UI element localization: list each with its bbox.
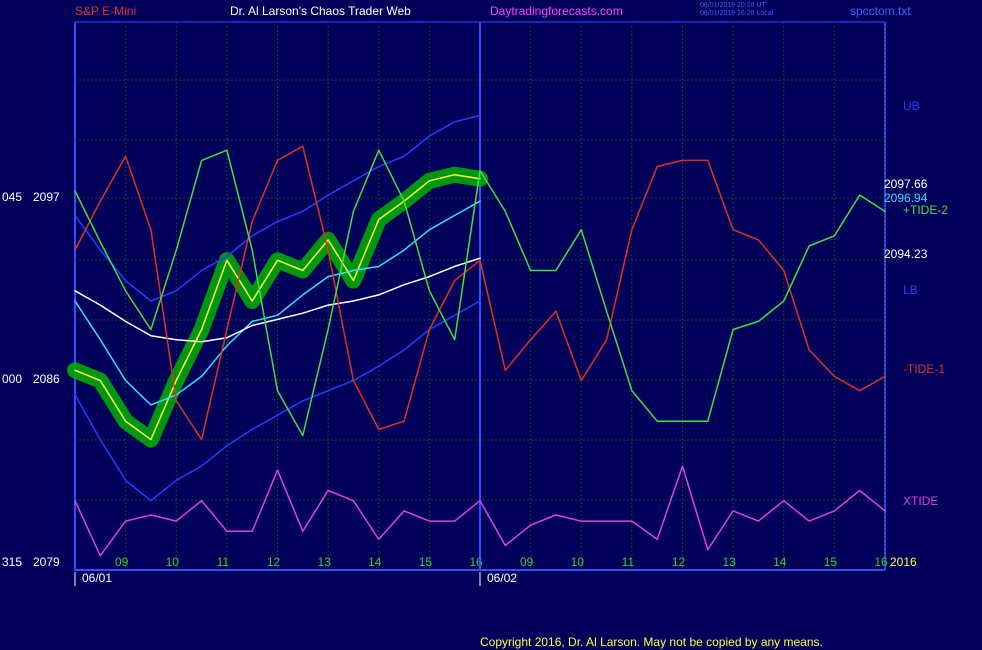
series-line (74, 300, 481, 502)
series-line (74, 173, 481, 441)
legend-label: UB (903, 99, 920, 113)
x-tick-label: 11 (622, 555, 635, 569)
timestamp: 06/01/2016 16:20 Local (700, 10, 774, 17)
x-tick-label: 10 (571, 555, 585, 569)
right-label: 2016 (890, 555, 917, 569)
angle-label: 000 (2, 372, 22, 386)
right-label: 2094.23 (884, 247, 928, 261)
right-label: 2096.94 (884, 191, 928, 205)
copyright: Copyright 2016, Dr. Al Larson. May not b… (480, 635, 823, 649)
file-name: spcctom.txt (850, 4, 911, 18)
x-tick-label: 13 (722, 555, 736, 569)
date-label: 06/01 (82, 571, 112, 585)
x-tick-label: 11 (217, 555, 230, 569)
series-line (74, 200, 481, 406)
angle-label: 045 (2, 190, 22, 204)
x-tick-label: 15 (824, 555, 838, 569)
legend-label: XTIDE (903, 494, 938, 508)
symbol: S&P E-Mini (75, 4, 136, 18)
right-label: 2097.66 (884, 177, 928, 191)
x-tick-label: 10 (166, 555, 180, 569)
series-line (74, 145, 886, 441)
x-tick-label: 12 (672, 555, 686, 569)
x-tick-label: 14 (368, 555, 382, 569)
site-title: Dr. Al Larson's Chaos Trader Web (230, 4, 411, 18)
x-tick-label: 16 (874, 555, 888, 569)
legend-label: -TIDE-1 (903, 362, 945, 376)
price-label: 2097 (33, 190, 60, 204)
x-tick-label: 09 (520, 555, 534, 569)
x-tick-label: 15 (419, 555, 433, 569)
date-label: 06/02 (487, 571, 517, 585)
legend-label: LB (903, 283, 918, 297)
angle-label: 315 (2, 555, 22, 569)
url: Daytradingforecasts.com (490, 4, 623, 18)
series-line (74, 465, 886, 557)
price-label: 2086 (33, 372, 60, 386)
timestamp: 06/01/2016 20:20 UT (700, 2, 766, 9)
x-tick-label: 12 (267, 555, 281, 569)
x-tick-label: 09 (115, 555, 129, 569)
series-line (74, 114, 481, 302)
legend-label: +TIDE-2 (903, 203, 948, 217)
x-tick-label: 13 (317, 555, 331, 569)
series-line (74, 257, 481, 343)
series-line (74, 149, 886, 437)
price-label: 2079 (33, 555, 60, 569)
x-tick-label: 14 (773, 555, 787, 569)
